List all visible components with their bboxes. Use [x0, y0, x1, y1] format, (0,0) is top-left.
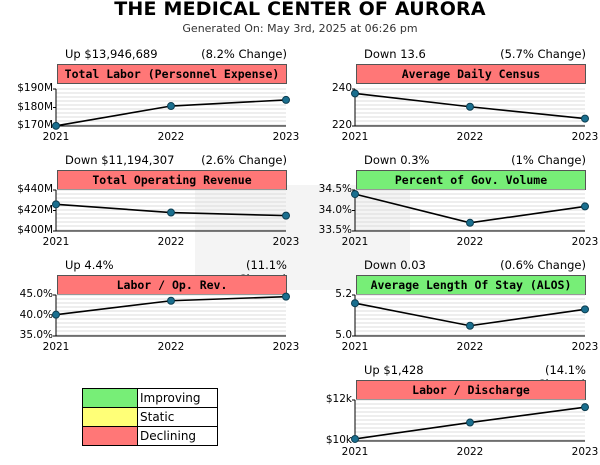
plot-area — [351, 399, 589, 443]
legend-item-static: Static — [83, 408, 217, 427]
change-text: (0.6% Change) — [500, 258, 586, 272]
x-tick-label: 2021 — [341, 446, 369, 458]
data-point — [167, 102, 175, 111]
x-tick-label: 2021 — [341, 131, 369, 143]
data-point — [282, 95, 290, 104]
x-tick-label: 2023 — [272, 236, 300, 248]
report-subtitle: Generated On: May 3rd, 2025 at 06:26 pm — [182, 22, 418, 35]
data-point — [466, 102, 474, 111]
stat-text: Up $1,428 — [364, 363, 424, 377]
x-tick-label: 2021 — [341, 341, 369, 353]
y-tick-label: 5.2 — [335, 288, 352, 300]
data-point — [351, 434, 359, 443]
data-point — [167, 296, 175, 305]
y-tick-label: 40.0% — [19, 308, 53, 321]
y-tick-label: $10k — [325, 434, 352, 446]
x-tick-label: 2021 — [42, 341, 70, 353]
x-tick-label: 2022 — [456, 341, 484, 353]
legend-label: Declining — [140, 429, 197, 443]
x-tick-label: 2023 — [571, 341, 599, 353]
plot-area — [52, 88, 290, 130]
y-tick-label: 33.5% — [318, 224, 352, 236]
data-point — [351, 190, 359, 199]
x-tick-label: 2022 — [456, 131, 484, 143]
data-point — [351, 89, 359, 98]
plot-area — [52, 292, 290, 337]
x-tick-label: 2022 — [157, 236, 185, 248]
y-tick-label: $12k — [325, 393, 352, 405]
data-point — [466, 321, 474, 330]
data-point — [52, 200, 60, 209]
metric-title: Total Operating Revenue — [57, 170, 287, 190]
data-point — [581, 403, 589, 412]
x-tick-label: 2023 — [571, 131, 599, 143]
metric-title: Labor / Discharge — [356, 380, 586, 400]
stat-text: Up 4.4% — [65, 258, 114, 272]
y-tick-label: 45.0% — [19, 288, 53, 300]
x-tick-label: 2021 — [341, 236, 369, 248]
legend-label: Static — [140, 410, 175, 424]
data-point — [581, 305, 589, 314]
plot-area — [351, 189, 589, 232]
legend: Improving Static Declining — [82, 388, 218, 446]
stat-text: Down $11,194,307 — [65, 153, 175, 167]
stat-text: Up $13,946,689 — [65, 47, 158, 61]
legend-item-improving: Improving — [83, 389, 217, 408]
legend-swatch-declining — [83, 427, 138, 445]
x-tick-label: 2023 — [571, 236, 599, 248]
y-tick-label: $400M — [17, 224, 53, 236]
x-tick-label: 2021 — [42, 131, 70, 143]
data-point — [52, 121, 60, 130]
y-tick-label: 34.0% — [318, 203, 352, 216]
y-tick-label: 240 — [331, 82, 352, 94]
x-tick-label: 2023 — [272, 341, 300, 353]
stat-text: Down 0.03 — [364, 258, 426, 272]
data-point — [167, 208, 175, 217]
change-text: (5.7% Change) — [500, 47, 586, 61]
metric-title: Percent of Gov. Volume — [356, 170, 586, 190]
y-tick-label: $170M — [17, 119, 53, 131]
x-tick-label: 2022 — [456, 446, 484, 458]
y-tick-label: 220 — [331, 119, 352, 131]
change-text: (8.2% Change) — [201, 47, 287, 61]
x-tick-label: 2022 — [157, 131, 185, 143]
data-point — [351, 299, 359, 308]
stat-text: Down 0.3% — [364, 153, 430, 167]
data-point — [466, 218, 474, 227]
y-tick-label: 35.0% — [19, 329, 53, 341]
y-tick-label: $420M — [17, 203, 53, 216]
legend-swatch-improving — [83, 389, 138, 407]
y-tick-label: $440M — [17, 183, 53, 195]
x-tick-label: 2022 — [157, 341, 185, 353]
stat-text: Down 13.6 — [364, 47, 426, 61]
metric-title: Total Labor (Personnel Expense) — [57, 64, 287, 84]
metric-title: Average Daily Census — [356, 64, 586, 84]
legend-item-declining: Declining — [83, 427, 217, 445]
data-point — [52, 310, 60, 319]
x-tick-label: 2023 — [272, 131, 300, 143]
change-text: (2.6% Change) — [201, 153, 287, 167]
data-point — [581, 114, 589, 123]
y-tick-label: $190M — [17, 82, 53, 94]
x-tick-label: 2021 — [42, 236, 70, 248]
plot-area — [351, 88, 589, 127]
y-tick-label: 5.0 — [335, 329, 352, 341]
y-tick-label: 34.5% — [318, 183, 352, 195]
metric-title: Average Length Of Stay (ALOS) — [356, 275, 586, 295]
plot-area — [351, 294, 589, 337]
legend-swatch-static — [83, 408, 138, 426]
report-title: THE MEDICAL CENTER OF AURORA — [114, 0, 486, 20]
data-point — [466, 418, 474, 427]
y-tick-label: $180M — [17, 100, 53, 113]
data-point — [282, 211, 290, 220]
data-point — [581, 202, 589, 211]
legend-label: Improving — [140, 391, 201, 405]
data-point — [282, 292, 290, 301]
x-tick-label: 2022 — [456, 236, 484, 248]
metric-title: Labor / Op. Rev. — [57, 275, 287, 295]
plot-area — [52, 189, 290, 232]
x-tick-label: 2023 — [571, 446, 599, 458]
change-text: (1% Change) — [511, 153, 586, 167]
